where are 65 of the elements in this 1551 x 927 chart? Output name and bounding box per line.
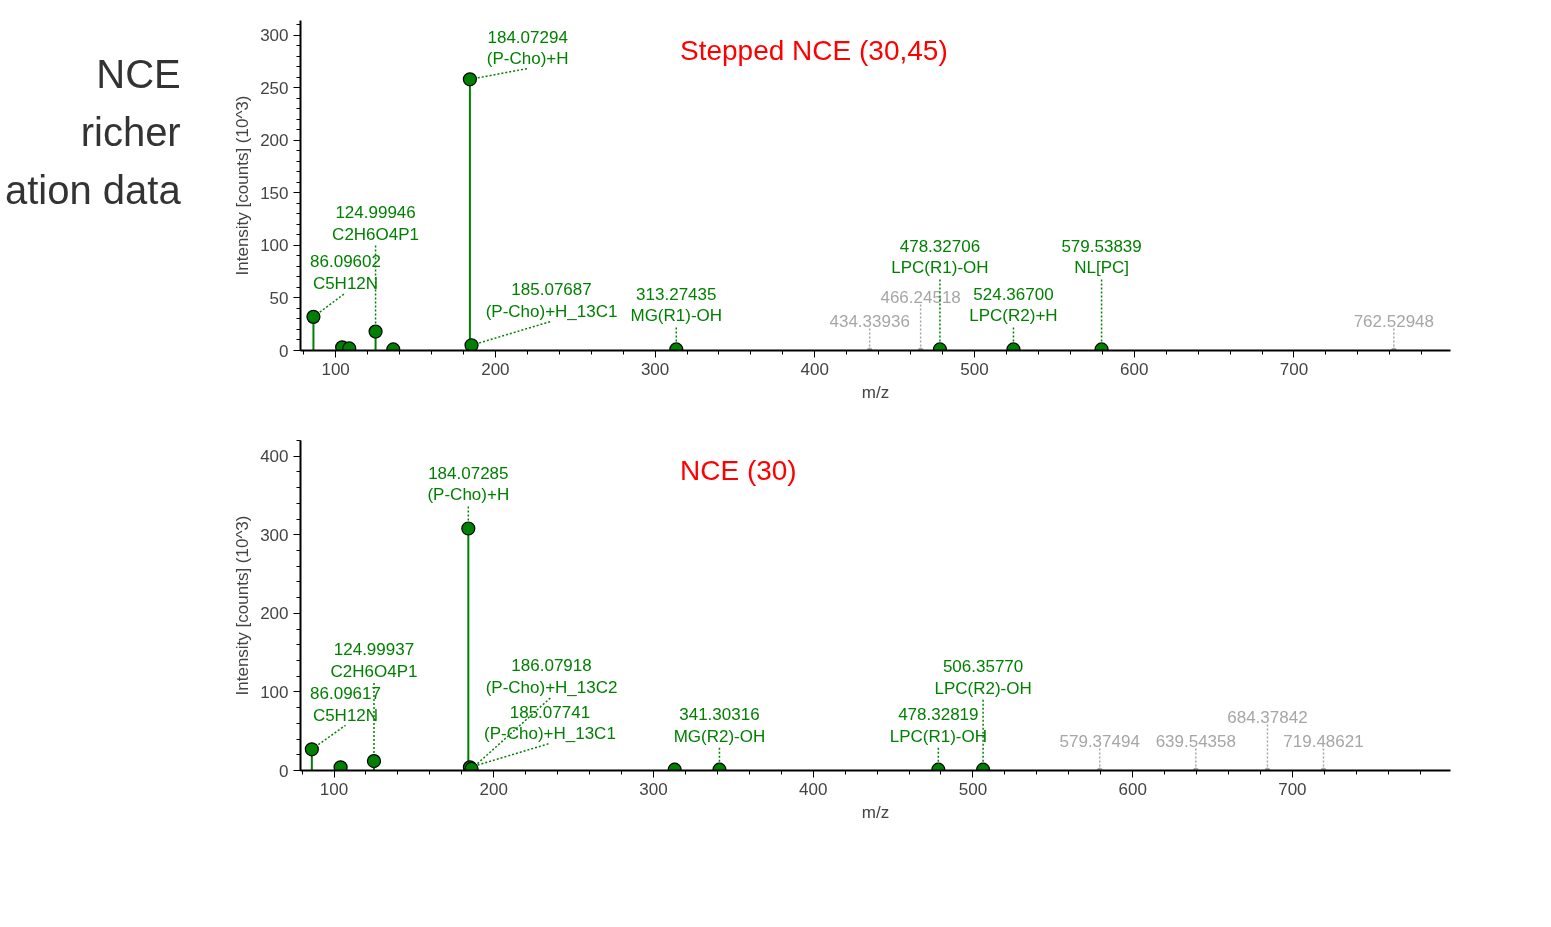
y-tick-label: 300	[260, 26, 289, 46]
annotation: 185.07687 (P-Cho)+H_13C1	[485, 280, 618, 322]
annotation: 184.07285 (P-Cho)+H	[427, 463, 510, 505]
y-tick-label: 150	[260, 183, 289, 203]
y-tick-label: 200	[260, 604, 289, 624]
point	[461, 521, 476, 536]
y-axis-title: Intensity [counts] (10^3)	[233, 95, 253, 276]
text: Stepped NCE (30,45)	[680, 34, 948, 66]
annotation: 579.37494	[1059, 731, 1140, 751]
x-tick-label: 200	[481, 359, 510, 379]
annotation: 86.09617 C5H12N	[310, 684, 381, 726]
x-tick-label: 400	[800, 359, 829, 379]
annotation: 124.99946 C2H6O4P1	[332, 202, 420, 244]
y-tick-label: 0	[279, 341, 289, 361]
annotation: 478.32819 LPC(R1)-OH	[889, 704, 987, 746]
x-tick-label: 100	[321, 359, 350, 379]
y-tick-label: 100	[260, 236, 289, 256]
annotation: 639.54358	[1155, 731, 1236, 751]
y-tick-label: 0	[279, 761, 289, 781]
annotation: 341.30316 MG(R2)-OH	[673, 704, 766, 746]
point	[366, 753, 382, 769]
x-tick-label: 600	[1120, 359, 1149, 379]
y-tick-label: 400	[260, 447, 289, 467]
annotation: 184.07294 (P-Cho)+H	[486, 27, 569, 69]
annotation: 124.99937 C2H6O4P1	[330, 640, 418, 682]
x-tick-label: 500	[958, 779, 988, 799]
annotation: 185.07741 (P-Cho)+H_13C1	[484, 702, 616, 744]
annotation: 524.36700 LPC(R2)+H	[969, 284, 1058, 326]
x-tick-label: 400	[799, 779, 828, 799]
x-tick-label: 300	[640, 359, 670, 379]
text: NCE (30)	[680, 454, 797, 486]
annotation: 434.33936	[829, 311, 910, 331]
annotation: 506.35770 LPC(R2)-OH	[934, 656, 1032, 698]
x-tick-label: 700	[1278, 779, 1307, 799]
annotation: 313.27435 MG(R1)-OH	[630, 284, 723, 326]
annotation: 478.32706 LPC(R1)-OH	[891, 236, 989, 278]
y-tick-label: 50	[269, 288, 289, 308]
text: ation data	[5, 167, 181, 214]
point	[306, 309, 321, 324]
x-axis-title: m/z	[861, 802, 890, 822]
annotation: 684.37842	[1227, 707, 1308, 727]
point	[462, 72, 478, 87]
annotation: 579.53839 NL[PC]	[1061, 236, 1142, 278]
point	[368, 324, 383, 339]
point	[333, 760, 348, 771]
annotation: 762.52948	[1353, 311, 1435, 331]
x-tick-label: 200	[479, 779, 508, 799]
x-tick-label: 700	[1279, 359, 1309, 379]
annotation: 186.07918 (P-Cho)+H_13C2	[485, 656, 618, 697]
x-tick-label: 300	[639, 779, 668, 799]
annotation: 86.09602 C5H12N	[310, 252, 381, 293]
y-tick-label: 200	[260, 131, 289, 151]
point	[464, 338, 479, 351]
x-tick-label: 600	[1118, 779, 1147, 799]
x-tick-label: 500	[960, 359, 989, 379]
annotation: 466.24518	[880, 287, 961, 307]
y-tick-label: 100	[260, 682, 289, 702]
x-tick-label: 100	[319, 779, 349, 799]
text: richer	[79, 109, 181, 156]
y-tick-label: 300	[260, 525, 289, 545]
annotation: 719.48621	[1283, 731, 1364, 751]
text: NCE	[95, 51, 181, 98]
x-axis-title: m/z	[861, 382, 890, 402]
y-tick-label: 250	[260, 78, 289, 98]
y-axis-title: Intensity [counts] (10^3)	[233, 515, 253, 696]
